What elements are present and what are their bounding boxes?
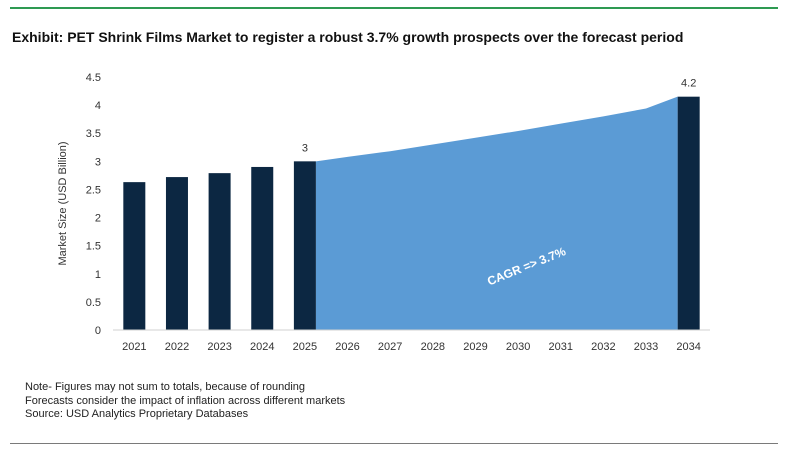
- x-tick-label: 2022: [165, 341, 189, 353]
- x-tick-label: 2033: [634, 341, 658, 353]
- y-tick-labels: 0 0.5 1 1.5 2 2.5 3 3.5 4 4.5: [86, 72, 101, 337]
- x-tick-label: 2028: [421, 341, 445, 353]
- top-rule: [10, 7, 778, 9]
- data-label-2025: 3: [302, 142, 308, 154]
- bar-layer: [123, 96, 700, 330]
- bar-2024: [251, 166, 274, 330]
- x-tick-label: 2027: [378, 341, 402, 353]
- market-size-chart: Market Size (USD Billion) 00.511.522.533…: [57, 72, 710, 353]
- y-tick-label: 3.5: [86, 128, 101, 140]
- x-tick-label: 2034: [676, 341, 700, 353]
- x-tick-labels: 2021 2022 2023 2024 2025 2026 2027 2028 2029 2030…: [113, 329, 710, 353]
- y-axis-label: Market Size (USD Billion): [57, 141, 69, 265]
- x-tick-label: 2021: [122, 341, 146, 353]
- y-tick-label: 0.5: [86, 297, 101, 309]
- bar-2023: [208, 173, 231, 330]
- bar-2034: [677, 96, 700, 330]
- y-tick-label: 4.5: [86, 72, 101, 84]
- x-tick-label: 2026: [335, 341, 359, 353]
- y-tick-label: 4: [95, 100, 101, 112]
- y-tick-label: 1: [95, 269, 101, 281]
- forecast-area-layer: CAGR => 3.7%: [315, 96, 678, 330]
- data-label-2034: 4.2: [681, 78, 696, 90]
- note-rounding: Note- Figures may not sum to totals, bec…: [25, 381, 306, 393]
- bar-2025: [293, 161, 316, 330]
- chart-title: Exhibit: PET Shrink Films Market to regi…: [12, 29, 684, 45]
- footnotes: Note- Figures may not sum to totals, bec…: [25, 381, 345, 422]
- y-tick-label: 3: [95, 156, 101, 168]
- x-tick-label: 2024: [250, 341, 274, 353]
- bottom-rule: [10, 443, 778, 444]
- note-inflation: Forecasts consider the impact of inflati…: [25, 394, 346, 407]
- note-source: Source: USD Analytics Proprietary Databa…: [25, 408, 249, 420]
- x-tick-label: 2023: [207, 341, 231, 353]
- x-tick-label: 2032: [591, 341, 615, 353]
- y-axis-label-group: Market Size (USD Billion): [57, 141, 69, 265]
- x-tick-label: 2031: [549, 341, 573, 353]
- y-tick-label: 1.5: [86, 241, 101, 253]
- forecast-area: [315, 96, 678, 330]
- bar-2021: [123, 182, 146, 330]
- bar-2022: [165, 177, 188, 330]
- y-tick-label: 2: [95, 213, 101, 225]
- data-label-layer: 34.2: [302, 78, 696, 155]
- y-tick-label: 2.5: [86, 184, 101, 196]
- x-tick-label: 2030: [506, 341, 530, 353]
- x-tick-label: 2029: [463, 341, 487, 353]
- y-tick-label: 0: [95, 325, 101, 337]
- x-tick-label: 2025: [293, 341, 317, 353]
